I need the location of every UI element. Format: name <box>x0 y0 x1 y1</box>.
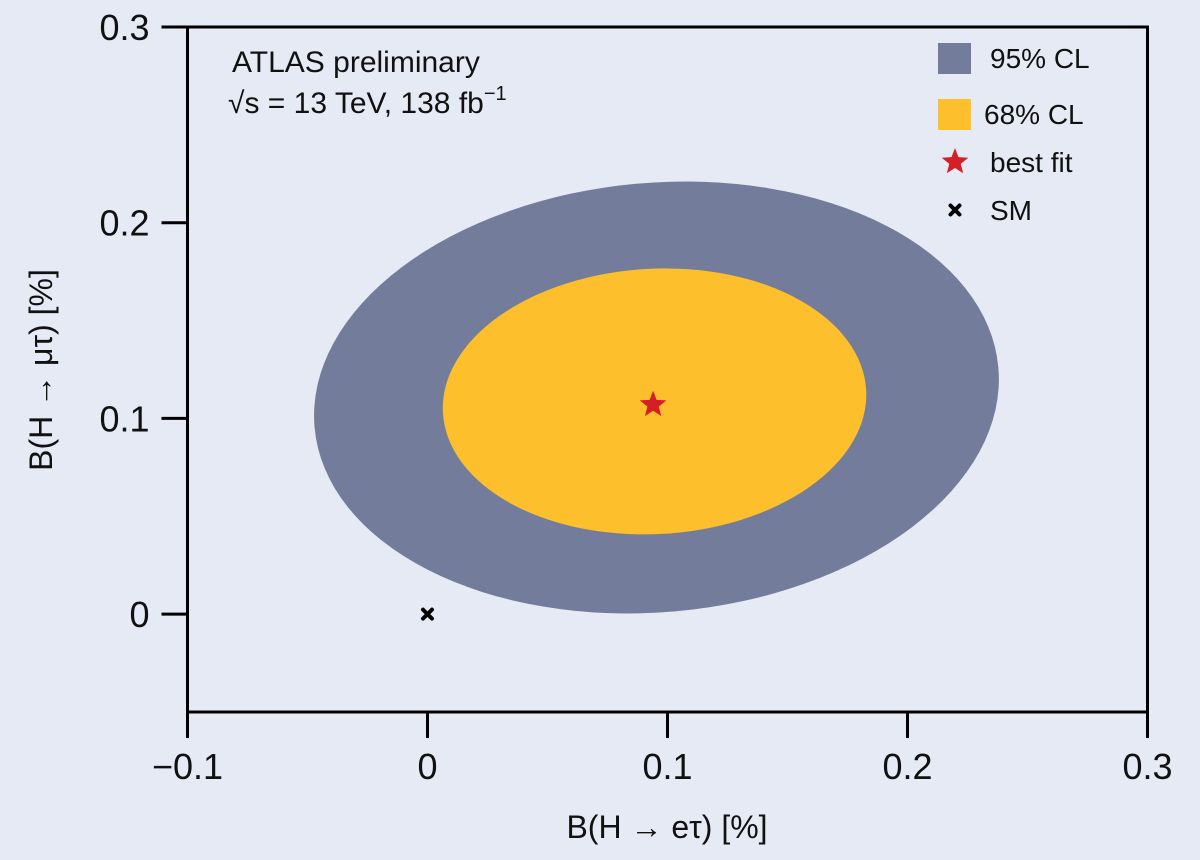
point-sm-cross-icon <box>421 607 434 621</box>
legend-label-95-cl: 95% CL <box>990 43 1090 74</box>
y-tick-label: 0.1 <box>99 398 149 439</box>
contours <box>314 181 999 614</box>
x-axis-ticks: −0.1 0 0.1 0.2 0.3 <box>152 712 1173 787</box>
legend: 95% CL 68% CL best fit SM <box>938 43 1090 226</box>
legend-label-best-fit: best fit <box>990 147 1073 178</box>
x-tick-label: 0.2 <box>882 746 932 787</box>
annotation-experiment: ATLAS preliminary <box>232 46 480 79</box>
annotation-energy-text: √s = 13 TeV, 138 fb <box>228 87 484 120</box>
y-axis-ticks: 0 0.1 0.2 0.3 <box>99 7 188 635</box>
legend-swatch-68-cl <box>938 99 971 130</box>
x-tick-label: 0.1 <box>642 746 692 787</box>
points <box>421 390 667 621</box>
legend-label-68-cl: 68% CL <box>984 99 1084 130</box>
y-axis-label: B(H → μτ) [%] <box>23 269 59 471</box>
legend-label-sm: SM <box>990 195 1032 226</box>
point-best-fit-star-icon <box>639 390 667 417</box>
y-tick-label: 0.2 <box>99 203 149 244</box>
annotation-lumi-exponent: −1 <box>484 83 507 105</box>
legend-sm-cross-icon <box>948 203 962 217</box>
y-tick-label: 0.3 <box>99 7 149 48</box>
x-tick-label: −0.1 <box>152 746 223 787</box>
y-tick-label: 0 <box>129 594 149 635</box>
x-axis-label: B(H → eτ) [%] <box>566 809 767 845</box>
legend-swatch-95-cl <box>938 43 971 74</box>
legend-best-fit-star-icon <box>941 148 969 174</box>
x-tick-label: 0.3 <box>1122 746 1172 787</box>
annotation-energy-lumi: √s = 13 TeV, 138 fb−1 <box>228 83 507 120</box>
x-tick-label: 0 <box>417 746 437 787</box>
